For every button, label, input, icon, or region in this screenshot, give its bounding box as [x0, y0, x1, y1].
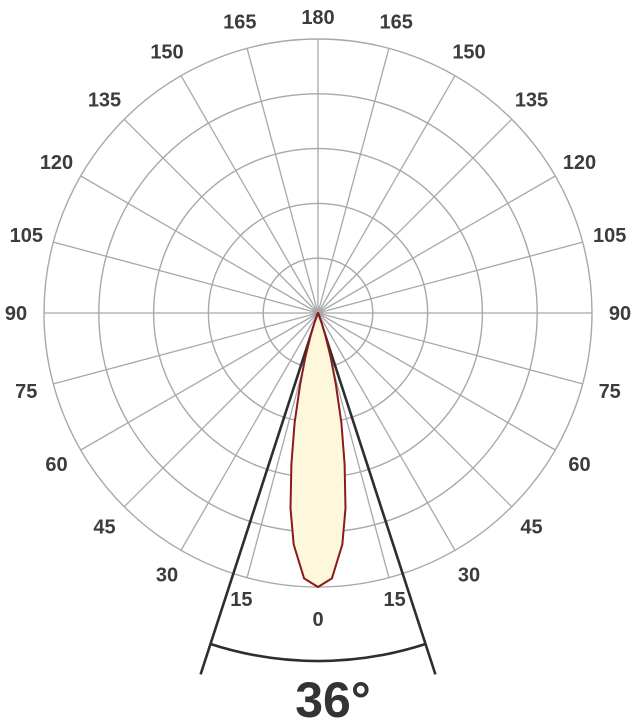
grid-spoke-225 [123, 118, 319, 314]
angle-tick-label: 120 [563, 152, 596, 174]
grid-spoke-195 [246, 48, 319, 314]
angle-tick-label: 30 [458, 565, 480, 587]
angle-tick-label: 90 [609, 303, 631, 325]
grid-spoke-105 [317, 241, 583, 314]
angle-tick-label: 90 [5, 303, 27, 325]
grid-spoke-210 [180, 75, 319, 314]
angle-tick-label: 30 [156, 565, 178, 587]
grid-spoke-300 [80, 312, 319, 451]
angle-tick-label: 150 [452, 42, 485, 64]
intensity-curve-series-1 [289, 312, 347, 588]
angle-tick-label: 120 [40, 152, 73, 174]
angle-tick-label: 75 [599, 381, 621, 403]
angle-tick-label: 135 [88, 90, 121, 112]
grid-spoke-45 [317, 312, 513, 508]
intensity-curve [289, 312, 347, 588]
beam-edge-right [316, 312, 437, 675]
angle-tick-label: 0 [312, 609, 323, 631]
angle-tick-label: 15 [383, 589, 405, 611]
grid-spoke-285 [53, 312, 319, 385]
beam-edge-left [199, 312, 320, 675]
grid-spoke-240 [80, 175, 319, 314]
angle-tick-label: 165 [223, 11, 256, 33]
grid-spoke-150 [317, 75, 456, 314]
grid-spoke-315 [123, 312, 319, 508]
angle-tick-label: 180 [301, 7, 334, 29]
grid-spoke-30 [317, 312, 456, 551]
grid-spoke-330 [180, 312, 319, 551]
beam-arc [210, 642, 426, 663]
angle-tick-label: 75 [15, 381, 37, 403]
angle-tick-label: 45 [93, 517, 115, 539]
grid-spoke-120 [317, 175, 556, 314]
beam-angle-indicator [199, 312, 437, 675]
angle-tick-label: 150 [150, 42, 183, 64]
grid-spoke-135 [317, 118, 513, 314]
grid-spoke-255 [53, 241, 319, 314]
grid-spoke-165 [317, 48, 390, 314]
grid-spoke-60 [317, 312, 556, 451]
grid-spoke-75 [317, 312, 583, 385]
angle-tick-label: 45 [520, 517, 542, 539]
angle-tick-label: 105 [593, 225, 626, 247]
angle-tick-label: 165 [380, 11, 413, 33]
angle-tick-label: 60 [45, 454, 67, 476]
angle-tick-label: 135 [515, 90, 548, 112]
angle-tick-labels: 180 1651651501501351351201201051059090757… [5, 7, 631, 631]
angle-tick-label: 60 [568, 454, 590, 476]
angle-tick-label: 15 [230, 589, 252, 611]
angle-tick-label: 105 [10, 225, 43, 247]
beam-angle-label: 36° [295, 672, 371, 720]
